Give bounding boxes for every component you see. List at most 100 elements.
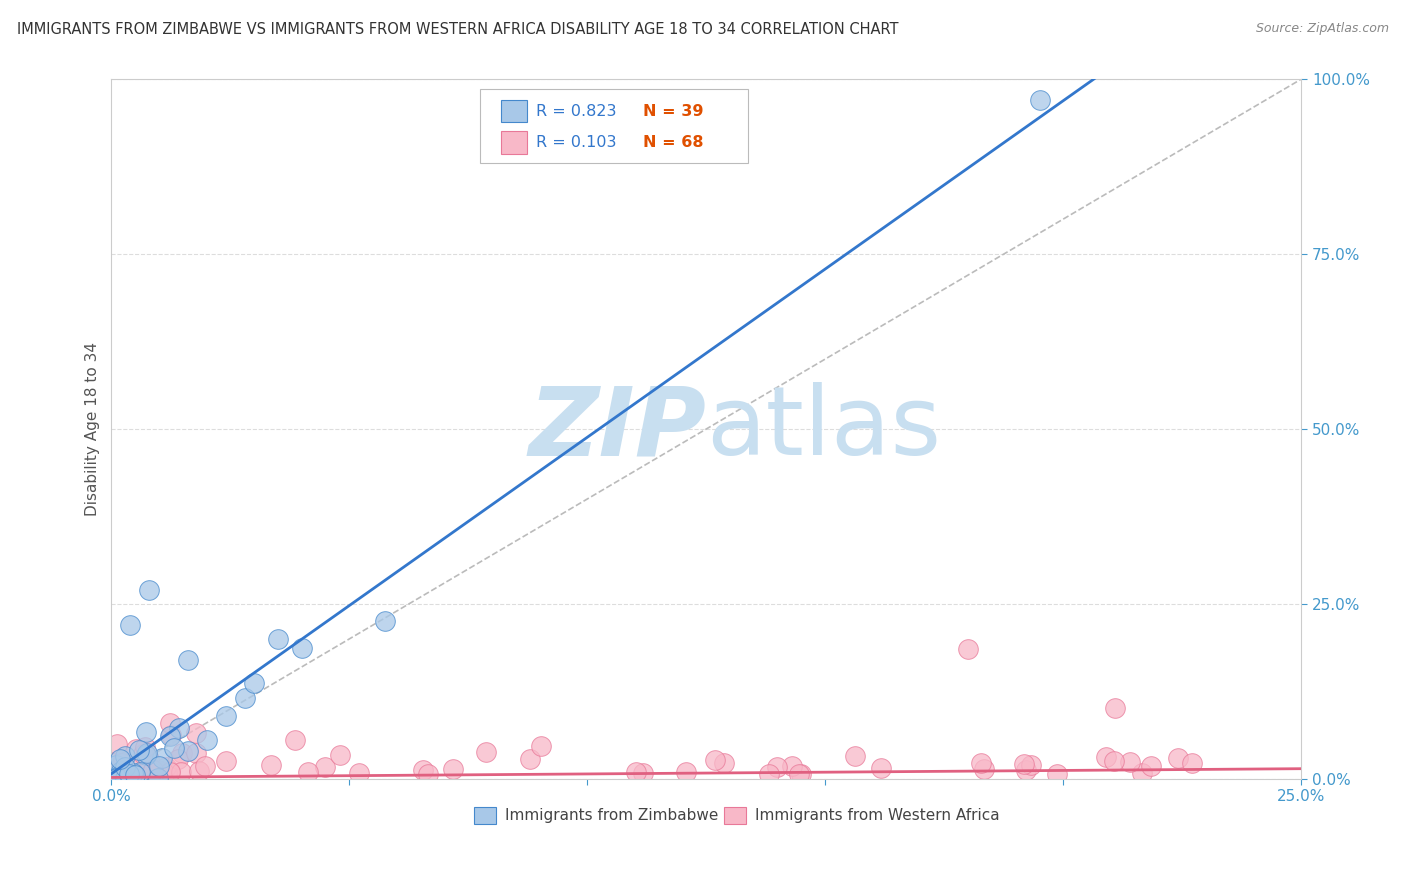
Point — [233, 690, 256, 705]
Point — [159, 764, 181, 779]
Point — [973, 762, 995, 776]
Point — [105, 737, 128, 751]
Point — [1130, 766, 1153, 780]
FancyBboxPatch shape — [724, 807, 745, 824]
Point — [105, 771, 128, 785]
Point — [215, 754, 238, 768]
Point — [780, 759, 803, 773]
Point — [1119, 755, 1142, 769]
Point — [970, 756, 993, 771]
Point — [787, 766, 810, 780]
Point — [703, 753, 725, 767]
Point — [790, 767, 813, 781]
Point — [148, 771, 170, 785]
Point — [160, 728, 183, 742]
Point — [260, 758, 283, 772]
Point — [105, 771, 128, 785]
Point — [163, 741, 186, 756]
Point — [184, 726, 207, 740]
Point — [957, 642, 980, 657]
Point — [374, 614, 396, 628]
Point — [108, 752, 131, 766]
Point — [156, 766, 179, 780]
Point — [844, 749, 866, 764]
Point — [108, 769, 131, 783]
Point — [114, 771, 136, 785]
Point — [170, 764, 193, 779]
Point — [155, 760, 177, 774]
Point — [1140, 759, 1163, 773]
Point — [626, 764, 648, 779]
Point — [114, 749, 136, 764]
Point — [122, 765, 145, 780]
Point — [142, 768, 165, 782]
Point — [138, 582, 160, 597]
Point — [758, 767, 780, 781]
Point — [159, 715, 181, 730]
Point — [139, 767, 162, 781]
Text: Source: ZipAtlas.com: Source: ZipAtlas.com — [1256, 22, 1389, 36]
Point — [1019, 758, 1042, 772]
Point — [475, 745, 498, 759]
Text: R = 0.103: R = 0.103 — [536, 136, 617, 150]
Point — [138, 752, 160, 766]
Point — [105, 757, 128, 772]
Point — [869, 761, 891, 775]
Text: IMMIGRANTS FROM ZIMBABWE VS IMMIGRANTS FROM WESTERN AFRICA DISABILITY AGE 18 TO : IMMIGRANTS FROM ZIMBABWE VS IMMIGRANTS F… — [17, 22, 898, 37]
Text: N = 39: N = 39 — [644, 103, 704, 119]
Point — [1181, 756, 1204, 771]
Point — [172, 746, 194, 760]
Point — [150, 751, 173, 765]
Point — [118, 770, 141, 784]
Point — [138, 759, 160, 773]
Point — [291, 640, 314, 655]
Y-axis label: Disability Age 18 to 34: Disability Age 18 to 34 — [86, 342, 100, 516]
Point — [114, 759, 136, 773]
Point — [215, 708, 238, 723]
Point — [184, 746, 207, 760]
Point — [713, 756, 735, 771]
Point — [110, 764, 132, 778]
Point — [765, 760, 787, 774]
Point — [1104, 754, 1126, 768]
Point — [159, 764, 181, 778]
Point — [125, 742, 148, 756]
Point — [188, 764, 211, 778]
Point — [135, 748, 157, 763]
Point — [177, 744, 200, 758]
Point — [1015, 764, 1038, 778]
Point — [267, 632, 290, 646]
Point — [243, 676, 266, 690]
Text: ZIP: ZIP — [529, 383, 706, 475]
Point — [1028, 93, 1050, 107]
Point — [675, 765, 697, 780]
Point — [131, 758, 153, 772]
Point — [107, 771, 129, 785]
Point — [128, 765, 150, 780]
Point — [169, 722, 191, 736]
Point — [118, 767, 141, 781]
FancyBboxPatch shape — [501, 100, 527, 122]
Point — [107, 768, 129, 782]
Text: R = 0.823: R = 0.823 — [536, 103, 617, 119]
Text: atlas: atlas — [706, 383, 942, 475]
Point — [111, 756, 134, 771]
Text: Immigrants from Western Africa: Immigrants from Western Africa — [755, 808, 1000, 823]
Text: Immigrants from Zimbabwe: Immigrants from Zimbabwe — [505, 808, 718, 823]
Point — [149, 764, 172, 778]
Point — [167, 752, 190, 766]
Point — [124, 767, 146, 781]
Point — [107, 768, 129, 782]
FancyBboxPatch shape — [501, 131, 527, 153]
Point — [329, 747, 352, 762]
Point — [108, 771, 131, 785]
Point — [134, 740, 156, 755]
Point — [159, 729, 181, 743]
Point — [441, 762, 464, 776]
Point — [136, 746, 159, 760]
Point — [142, 763, 165, 777]
Point — [519, 752, 541, 766]
Point — [347, 766, 370, 780]
Point — [297, 764, 319, 779]
Point — [135, 725, 157, 739]
